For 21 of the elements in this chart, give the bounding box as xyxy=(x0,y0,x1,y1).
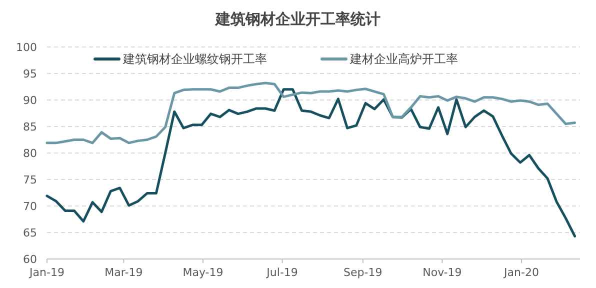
x-tick-label: Mar-19 xyxy=(104,266,143,279)
y-tick-label: 70 xyxy=(23,200,37,213)
line-series xyxy=(46,82,576,144)
x-tick-label: Sep-19 xyxy=(344,266,382,279)
y-tick-label: 65 xyxy=(23,226,37,240)
x-tick-label: Nov-19 xyxy=(422,266,462,279)
y-tick-label: 100 xyxy=(16,41,37,54)
legend-label: 建筑钢材企业螺纹钢开工率 xyxy=(122,52,267,66)
chart-title: 建筑钢材企业开工率统计 xyxy=(214,10,380,28)
y-tick-label: 60 xyxy=(23,253,37,266)
y-tick-label: 85 xyxy=(23,120,37,134)
x-tick-label: May-19 xyxy=(182,266,224,279)
line-series xyxy=(46,88,576,238)
y-tick-label: 75 xyxy=(23,174,37,186)
y-tick-label: 90 xyxy=(23,94,37,107)
y-tick-label: 80 xyxy=(23,147,37,160)
x-tick-label: Jan-19 xyxy=(28,266,64,279)
legend-label: 建材企业高炉开工率 xyxy=(349,52,458,66)
y-tick-label: 95 xyxy=(23,68,37,80)
x-tick-label: Jul-19 xyxy=(266,266,298,279)
x-tick-label: Jan-20 xyxy=(503,266,539,279)
